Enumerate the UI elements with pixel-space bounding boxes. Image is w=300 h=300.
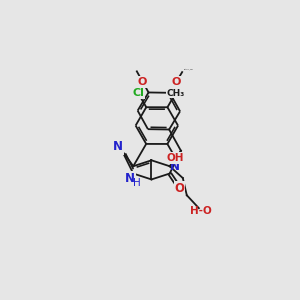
Text: CH₃: CH₃	[167, 89, 185, 98]
Text: O: O	[138, 76, 147, 87]
Text: O: O	[171, 77, 181, 87]
Text: O: O	[175, 182, 184, 195]
Text: N: N	[170, 160, 180, 173]
Text: Cl: Cl	[132, 88, 144, 98]
Text: N: N	[113, 140, 123, 153]
Text: OH: OH	[167, 153, 184, 163]
Text: H-O: H-O	[190, 206, 212, 216]
Text: H: H	[133, 178, 141, 188]
Text: methoxy_end: methoxy_end	[184, 68, 194, 70]
Text: N: N	[125, 172, 135, 185]
